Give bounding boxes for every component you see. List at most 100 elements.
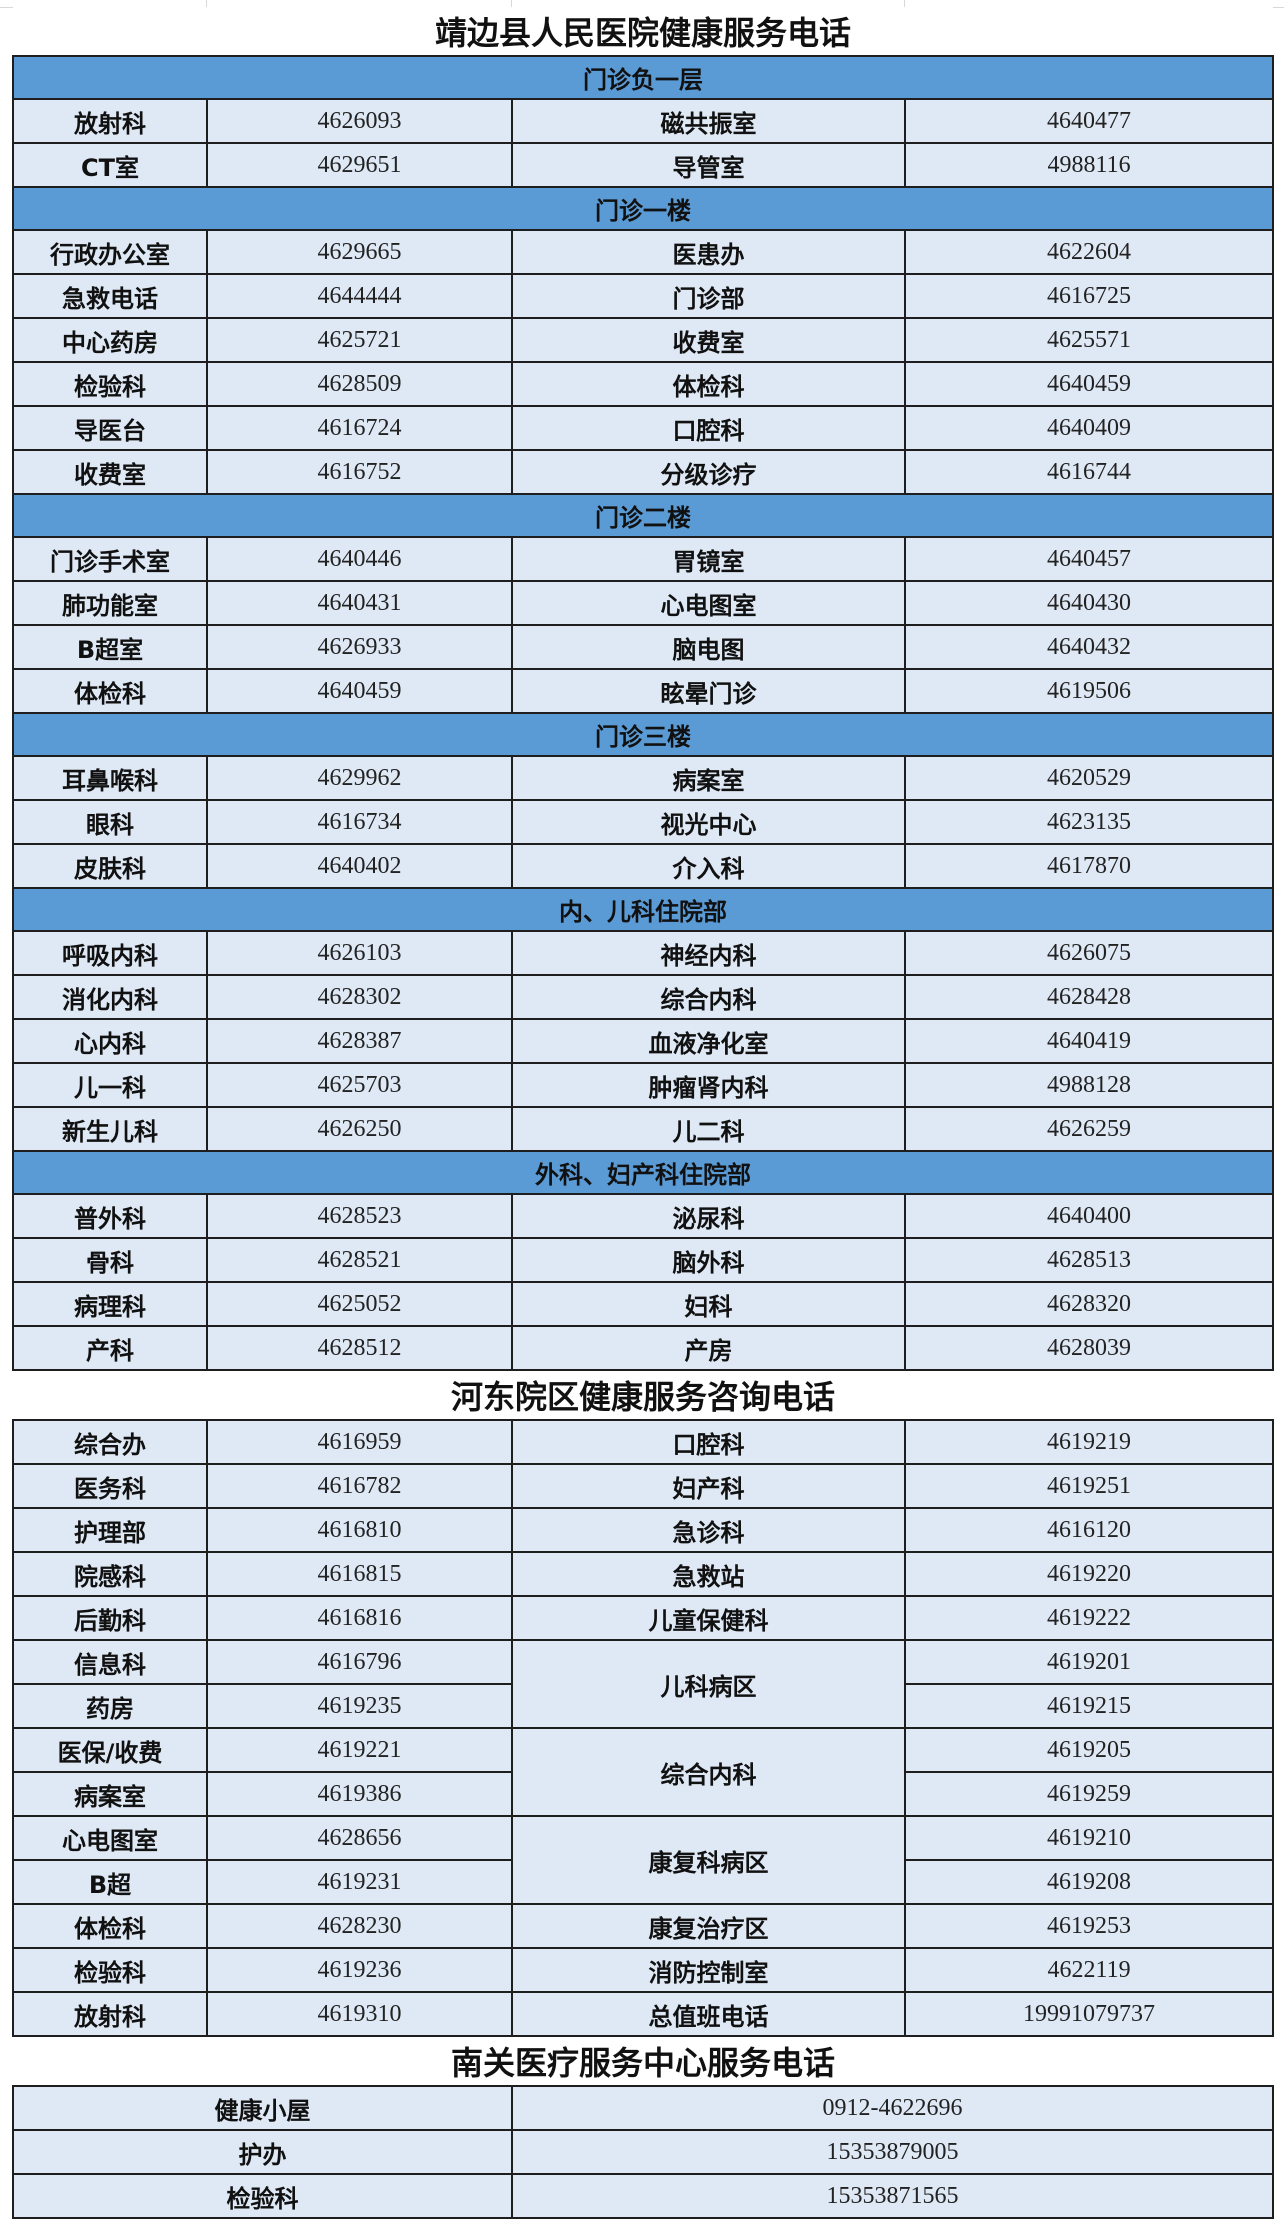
department-name: 泌尿科	[511, 1193, 906, 1239]
phone-number: 4629651	[206, 142, 513, 188]
phone-number: 4619215	[903, 1683, 1275, 1729]
department-name: 视光中心	[511, 799, 906, 845]
phone-number: 4616744	[903, 449, 1275, 495]
department-name: 医保/收费	[12, 1727, 208, 1773]
department-name: 导医台	[12, 405, 208, 451]
table-row: 皮肤科 4640402 介入科 4617870	[12, 843, 1275, 889]
phone-number: 4625703	[206, 1062, 513, 1108]
department-name: 行政办公室	[12, 229, 208, 275]
table-row: 医务科 4616782 妇产科 4619251	[12, 1463, 1275, 1509]
phone-number: 4625571	[903, 317, 1275, 363]
table-row: 行政办公室 4629665 医患办 4622604	[12, 229, 1275, 275]
table-row: 后勤科 4616816 儿童保健科 4619222	[12, 1595, 1275, 1641]
department-name: 呼吸内科	[12, 930, 208, 976]
section-header: 外科、妇产科住院部	[11, 1150, 1275, 1195]
phone-number: 4619386	[206, 1771, 513, 1817]
department-name: 护办	[12, 2129, 513, 2175]
phone-number: 4619222	[903, 1595, 1275, 1641]
phone-number: 4619236	[206, 1947, 513, 1993]
department-name: 放射科	[12, 98, 208, 144]
table-row: 检验科 15353871565	[12, 2173, 1275, 2219]
table-row: 急救电话 4644444 门诊部 4616725	[12, 273, 1275, 319]
section-header-row: 门诊负一层	[11, 55, 1275, 100]
department-name: 脑电图	[511, 624, 906, 670]
phone-number: 4623135	[903, 799, 1275, 845]
department-name: 收费室	[12, 449, 208, 495]
department-name: 介入科	[511, 843, 906, 889]
phone-number: 4629962	[206, 755, 513, 801]
table-row: 病案室 4619386 4619259	[12, 1771, 1275, 1817]
table-row: B超室 4626933 脑电图 4640432	[12, 624, 1275, 670]
section-header: 门诊一楼	[11, 186, 1275, 231]
phone-number: 4640409	[903, 405, 1275, 451]
table-row: 信息科 4616796 儿科病区 4619201	[12, 1639, 1275, 1729]
phone-number: 4640402	[206, 843, 513, 889]
table-row: 呼吸内科 4626103 神经内科 4626075	[12, 930, 1275, 976]
table-row: 放射科 4626093 磁共振室 4640477	[12, 98, 1275, 144]
department-name: 产房	[511, 1325, 906, 1371]
department-name: 妇科	[511, 1281, 906, 1327]
phone-number: 4616810	[206, 1507, 513, 1553]
table-row: 医保/收费 4619221 综合内科 4619205	[12, 1727, 1275, 1817]
department-name: B超	[12, 1859, 208, 1905]
table-row: 检验科 4628509 体检科 4640459	[12, 361, 1275, 407]
department-name: 总值班电话	[511, 1991, 906, 2037]
phone-number: 4628302	[206, 974, 513, 1020]
table-row: 眼科 4616734 视光中心 4623135	[12, 799, 1275, 845]
phone-number: 4622119	[903, 1947, 1275, 1993]
department-name: 检验科	[12, 2173, 513, 2219]
department-name: 医患办	[511, 229, 906, 275]
department-name: 急诊科	[511, 1507, 906, 1553]
phone-number: 4619506	[903, 668, 1275, 714]
department-name: 妇产科	[511, 1463, 906, 1509]
department-name: 儿科病区	[511, 1639, 906, 1729]
phone-number: 4626933	[206, 624, 513, 670]
department-name: 信息科	[12, 1639, 208, 1685]
phone-number: 4619205	[903, 1727, 1275, 1773]
department-name: 检验科	[12, 361, 208, 407]
phone-number: 4640400	[903, 1193, 1275, 1239]
section-header-row: 门诊二楼	[11, 493, 1275, 538]
table-row: 肺功能室 4640431 心电图室 4640430	[12, 580, 1275, 626]
department-name: 儿二科	[511, 1106, 906, 1152]
phone-number: 4988128	[903, 1062, 1275, 1108]
department-name: 后勤科	[12, 1595, 208, 1641]
phone-number: 4619251	[903, 1463, 1275, 1509]
department-name: CT室	[12, 142, 208, 188]
department-name: 消防控制室	[511, 1947, 906, 1993]
phone-number: 4988116	[903, 142, 1275, 188]
table-row: 普外科 4628523 泌尿科 4640400	[12, 1193, 1275, 1239]
phone-number: 4616724	[206, 405, 513, 451]
phone-number: 4616816	[206, 1595, 513, 1641]
table-row: 新生儿科 4626250 儿二科 4626259	[12, 1106, 1275, 1152]
phone-number: 4619208	[903, 1859, 1275, 1905]
table-row: 消化内科 4628302 综合内科 4628428	[12, 974, 1275, 1020]
phone-number: 4629665	[206, 229, 513, 275]
department-name: 分级诊疗	[511, 449, 906, 495]
table-row: 护办 15353879005	[12, 2129, 1275, 2175]
section-header-row: 门诊三楼	[11, 712, 1275, 757]
table-row: 院感科 4616815 急救站 4619220	[12, 1551, 1275, 1597]
table-row: 放射科 4619310 总值班电话 19991079737	[12, 1991, 1275, 2037]
department-name: 心内科	[12, 1018, 208, 1064]
phone-number: 4619221	[206, 1727, 513, 1773]
department-name: 体检科	[511, 361, 906, 407]
department-name: 病案室	[12, 1771, 208, 1817]
department-name: 眼科	[12, 799, 208, 845]
department-name: 耳鼻喉科	[12, 755, 208, 801]
center-title: 南关医疗服务中心服务电话	[13, 2036, 1274, 2086]
table-row: 骨科 4628521 脑外科 4628513	[12, 1237, 1275, 1283]
table-row: CT室 4629651 导管室 4988116	[12, 142, 1275, 188]
table-row: 中心药房 4625721 收费室 4625571	[12, 317, 1275, 363]
phone-number: 4625052	[206, 1281, 513, 1327]
department-name: 门诊部	[511, 273, 906, 319]
section-header: 门诊三楼	[11, 712, 1275, 757]
department-name: 肺功能室	[12, 580, 208, 626]
department-name: 心电图室	[511, 580, 906, 626]
phone-number: 4640431	[206, 580, 513, 626]
phone-number: 4626093	[206, 98, 513, 144]
phone-number: 4619253	[903, 1903, 1275, 1949]
department-name: 门诊手术室	[12, 536, 208, 582]
table-row: 耳鼻喉科 4629962 病案室 4620529	[12, 755, 1275, 801]
phone-number: 4617870	[903, 843, 1275, 889]
